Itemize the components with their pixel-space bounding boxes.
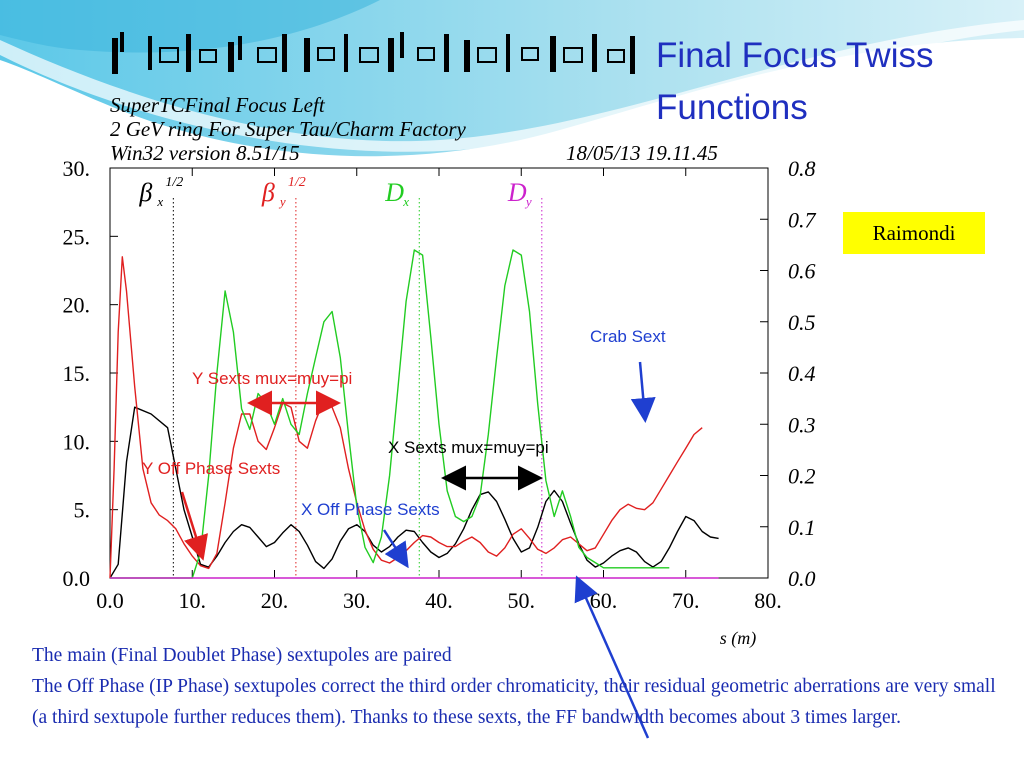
y-left-tick-label: 30. [63, 156, 91, 181]
y-right-tick-label: 0.1 [788, 515, 816, 540]
annotation-arrow [382, 529, 409, 569]
plot-header-line2: 2 GeV ring For Super Tau/Charm Factory [110, 117, 466, 141]
y-right-tick-label: 0.3 [788, 412, 816, 437]
legend-symbol: β [261, 178, 275, 207]
series-line-1 [109, 406, 719, 579]
mad-logo-strip [112, 32, 635, 74]
plot-header-line3: Win32 version 8.51/15 [110, 141, 300, 165]
legend-superscript: 1/2 [288, 175, 306, 190]
annotation-label: Crab Sext [590, 327, 666, 346]
y-right-tick-label: 0.4 [788, 361, 816, 386]
slide-title: Final Focus Twiss Functions [656, 30, 996, 134]
annotation-label: X Off Phase Sexts [301, 500, 440, 519]
annotation-label: Y Off Phase Sexts [142, 459, 280, 478]
legend-symbol: D [384, 178, 404, 207]
legend-marker-lines [172, 198, 543, 578]
x-tick-label: 20. [261, 588, 289, 613]
slide-title-line1: Final Focus Twiss [656, 36, 934, 75]
legend-subscript: x [402, 194, 409, 209]
body-text: The main (Final Doublet Phase) sextupole… [32, 640, 1002, 733]
legend-subscript: x [156, 194, 163, 209]
y-right-tick-label: 0.8 [788, 156, 816, 181]
plot-header-line1: SuperTCFinal Focus Left [110, 93, 325, 117]
legend-symbol: D [507, 178, 527, 207]
y-left-tick-label: 10. [63, 429, 91, 454]
y-left-tick-label: 5. [74, 498, 91, 523]
x-tick-label: 50. [508, 588, 536, 613]
y-left-tick-label: 25. [63, 224, 91, 249]
chart-annotations: Y Sexts mux=muy=pi X Sexts mux=muy=pi Y Of… [142, 327, 666, 739]
x-axis-label: s (m) [720, 628, 757, 649]
y-right-tick-label: 0.5 [788, 310, 816, 335]
slide-title-line2: Functions [656, 88, 808, 127]
author-box: Raimondi [843, 212, 985, 254]
chart-axes: 0.0 10. 20. 30. 40. 50. 60. 70. 80.0.05.10.15.20… [63, 156, 817, 649]
y-right-tick-label: 0.2 [788, 464, 816, 489]
legend-superscript: 1/2 [165, 175, 183, 190]
y-left-tick-label: 0.0 [63, 566, 91, 591]
chart-series [109, 249, 719, 579]
annotation-label: X Sexts mux=muy=pi [388, 438, 549, 457]
body-line-2: The Off Phase (IP Phase) sextupoles corr… [32, 676, 996, 728]
x-tick-label: 80. [754, 588, 782, 613]
x-tick-label: 0.0 [96, 588, 124, 613]
annotation-arrow [180, 491, 208, 561]
y-left-tick-label: 15. [63, 361, 91, 386]
y-left-tick-label: 20. [63, 293, 91, 318]
legend-subscript: y [278, 194, 286, 209]
legend-subscript: y [524, 194, 532, 209]
x-tick-label: 30. [343, 588, 371, 613]
legend-symbol: β [138, 178, 152, 207]
annotation-arrow [574, 575, 650, 739]
x-tick-label: 10. [179, 588, 207, 613]
y-right-tick-label: 0.0 [788, 566, 816, 591]
annotation-label: Y Sexts mux=muy=pi [192, 369, 352, 388]
x-tick-label: 40. [425, 588, 453, 613]
plot-header-date: 18/05/13 19.11.45 [566, 141, 718, 165]
y-right-tick-label: 0.7 [788, 207, 817, 232]
y-right-tick-label: 0.6 [788, 259, 816, 284]
x-tick-label: 60. [590, 588, 618, 613]
x-tick-label: 70. [672, 588, 700, 613]
body-line-1: The main (Final Doublet Phase) sextupole… [32, 645, 452, 666]
annotation-arrow [630, 361, 656, 423]
